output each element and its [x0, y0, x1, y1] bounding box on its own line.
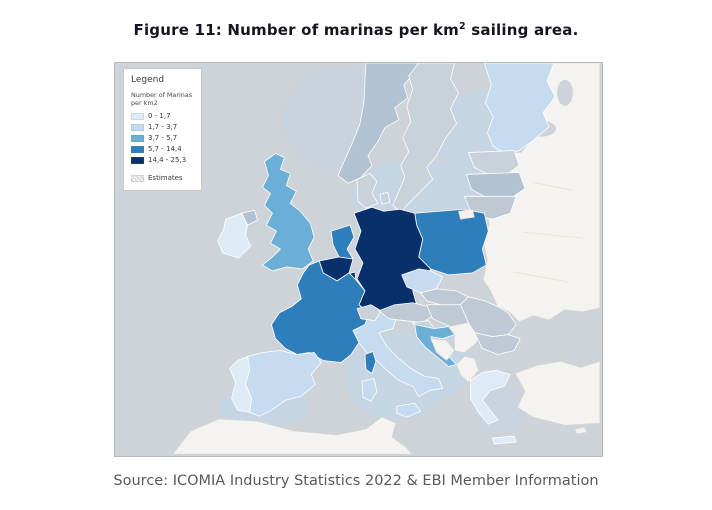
country-corsica [364, 351, 377, 374]
legend-swatch-class2 [131, 123, 144, 131]
legend-subtitle-line2: per km2 [131, 99, 158, 107]
country-denmark [356, 173, 379, 209]
country-north-africa [172, 416, 413, 454]
legend-title: Legend [131, 75, 165, 85]
legend-label-class5: 14,4 - 25,3 [148, 156, 187, 164]
country-turkey [514, 361, 600, 426]
country-kaliningrad [458, 208, 475, 220]
legend-swatch-class5 [131, 156, 144, 164]
legend-swatch-class1 [131, 112, 144, 120]
country-sicily [396, 402, 422, 418]
country-switzerland [356, 304, 382, 322]
europe-map-svg [115, 63, 600, 454]
legend-label-class3: 3,7 - 5,7 [148, 134, 178, 142]
country-denmark-island [379, 191, 391, 205]
legend-item: 3,7 - 5,7 [131, 134, 197, 142]
country-cyprus [574, 426, 588, 435]
legend-label-class2: 1,7 - 3,7 [148, 123, 178, 131]
figure-title-superscript: 2 [459, 21, 466, 32]
figure-source: Source: ICOMIA Industry Statistics 2022 … [113, 473, 599, 489]
legend-swatch-class4 [131, 145, 144, 153]
figure-title: Figure 11: Number of marinas per km2 sai… [0, 21, 712, 39]
country-netherlands [330, 224, 355, 260]
country-portugal [229, 356, 252, 413]
legend-subtitle-line1: Number of Marinas [131, 91, 193, 99]
country-romania [460, 296, 517, 337]
country-norway [337, 63, 420, 184]
lake-onega [556, 79, 573, 106]
legend-item: 0 - 1,7 [131, 112, 197, 120]
legend-item: 5,7 - 14,4 [131, 145, 197, 153]
map-legend: Legend Number of Marinas per km2 0 - 1,7… [123, 68, 202, 191]
country-united-kingdom [262, 153, 315, 272]
country-ireland [217, 212, 251, 259]
country-sardinia [361, 377, 378, 402]
legend-swatch-class3 [131, 134, 144, 142]
country-sweden [392, 63, 459, 213]
country-albania-macedonia [456, 356, 479, 383]
legend-estimates-swatch [131, 174, 144, 182]
country-bosnia [430, 338, 455, 361]
legend-item: 14,4 - 25,3 [131, 156, 197, 164]
country-france [271, 260, 370, 363]
figure-title-text: Figure 11: Number of marinas per km [133, 21, 460, 39]
figure-title-suffix: sailing area. [465, 21, 579, 39]
europe-choropleth-map: Legend Number of Marinas per km2 0 - 1,7… [114, 62, 603, 457]
basemap-faint-roads [513, 181, 583, 283]
legend-label-class1: 0 - 1,7 [148, 112, 171, 120]
legend-estimates-label: Estimates [148, 174, 183, 182]
country-bulgaria [474, 332, 521, 355]
country-finland [483, 63, 556, 154]
legend-label-class4: 5,7 - 14,4 [148, 145, 182, 153]
legend-item: 1,7 - 3,7 [131, 123, 197, 131]
country-crete [491, 435, 517, 445]
country-czechia [401, 268, 443, 294]
legend-item-estimates: Estimates [131, 174, 197, 182]
country-greece [470, 370, 511, 425]
